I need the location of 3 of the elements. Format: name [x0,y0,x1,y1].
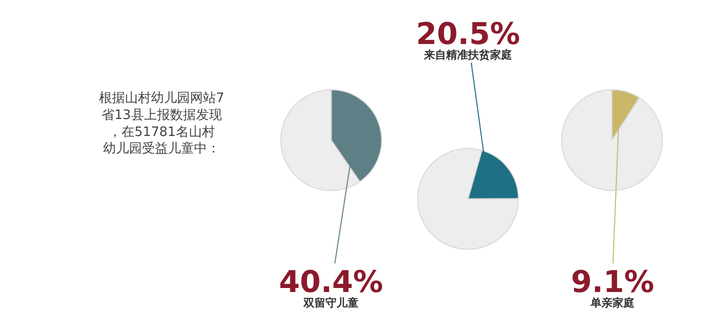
pie-slice [561,89,663,192]
pie-slice [417,148,519,250]
text: 根据山村幼儿园网站7省13县上报数据发现，在51781名山村幼儿园受益儿童中： [99,91,224,157]
